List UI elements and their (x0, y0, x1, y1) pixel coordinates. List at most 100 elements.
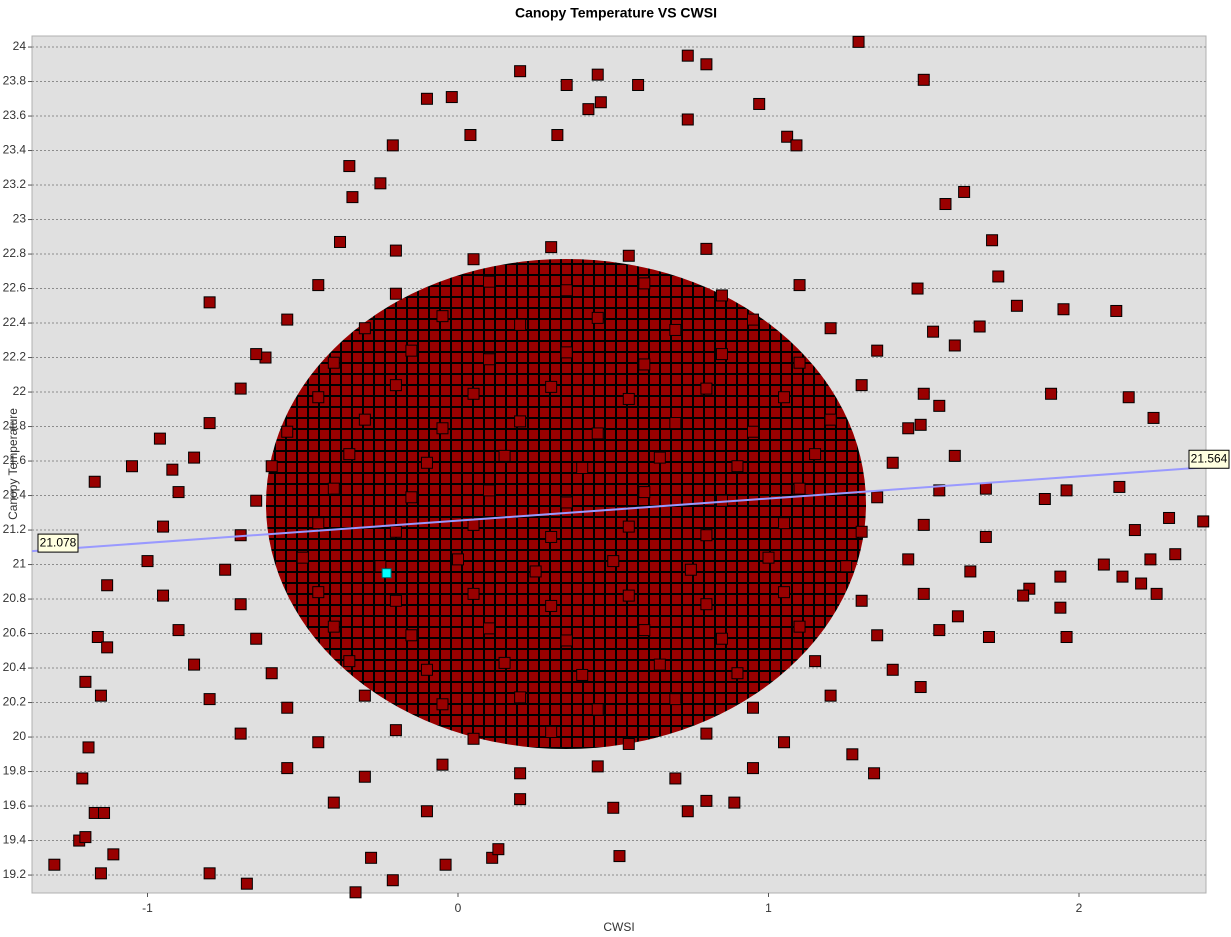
point (1023, 582, 1036, 595)
y-tick-label: 23.4 (3, 143, 27, 157)
point (467, 387, 480, 400)
point (358, 770, 371, 783)
point (638, 486, 651, 499)
point (886, 456, 899, 469)
point (846, 748, 859, 761)
point (405, 491, 418, 504)
point (486, 851, 499, 864)
point (265, 667, 278, 680)
y-tick-label: 19.8 (3, 764, 27, 778)
point (886, 663, 899, 676)
point (1197, 515, 1210, 528)
point (483, 484, 496, 497)
point (296, 551, 309, 564)
point (669, 772, 682, 785)
y-tick-label: 21 (13, 557, 27, 571)
point (312, 586, 325, 599)
point (405, 629, 418, 642)
point (483, 353, 496, 366)
point (1054, 601, 1067, 614)
point (622, 249, 635, 262)
point (327, 482, 340, 495)
point (172, 624, 185, 637)
point (728, 796, 741, 809)
point (902, 553, 915, 566)
point (669, 417, 682, 430)
point (545, 725, 558, 738)
point (467, 587, 480, 600)
point (914, 418, 927, 431)
point (545, 530, 558, 543)
point (715, 348, 728, 361)
point (762, 551, 775, 564)
y-tick-label: 23.6 (3, 108, 27, 122)
point (793, 620, 806, 633)
point (76, 772, 89, 785)
point (852, 35, 865, 48)
point (281, 762, 294, 775)
point (250, 632, 263, 645)
point (234, 727, 247, 740)
point (669, 693, 682, 706)
point (868, 767, 881, 780)
point (1113, 480, 1126, 493)
x-tick-label: 0 (455, 901, 462, 915)
point (951, 610, 964, 623)
point (731, 460, 744, 473)
point (514, 318, 527, 331)
point (312, 391, 325, 404)
point (1144, 553, 1157, 566)
point (514, 415, 527, 428)
point (374, 560, 387, 573)
point (681, 49, 694, 62)
point (591, 311, 604, 324)
point (700, 794, 713, 807)
point (1060, 631, 1073, 644)
point (948, 449, 961, 462)
point (420, 92, 433, 105)
point (94, 689, 107, 702)
point (234, 382, 247, 395)
point (374, 177, 387, 190)
point (464, 129, 477, 142)
point (622, 392, 635, 405)
point (1122, 391, 1135, 404)
point (389, 244, 402, 257)
point (1038, 493, 1051, 506)
y-axis-title: Canopy Temperature (6, 408, 20, 520)
point (1045, 387, 1058, 400)
point (545, 241, 558, 254)
point (281, 701, 294, 714)
point (1128, 524, 1141, 537)
point (591, 427, 604, 440)
x-tick-label: -1 (142, 901, 153, 915)
point (824, 413, 837, 426)
point (327, 620, 340, 633)
point (902, 422, 915, 435)
point (436, 758, 449, 771)
point (358, 689, 371, 702)
point (1010, 299, 1023, 312)
point (172, 486, 185, 499)
y-tick-label: 24 (13, 39, 27, 53)
point (700, 727, 713, 740)
point (715, 289, 728, 302)
y-tick-label: 19.4 (3, 833, 27, 847)
point (483, 622, 496, 635)
point (790, 139, 803, 152)
point (746, 313, 759, 326)
point (927, 325, 940, 338)
point (166, 463, 179, 476)
point (681, 805, 694, 818)
point (420, 663, 433, 676)
point (79, 675, 92, 688)
point (107, 848, 120, 861)
y-tick-label: 20.2 (3, 695, 27, 709)
point (203, 693, 216, 706)
point (1169, 548, 1182, 561)
point (622, 589, 635, 602)
point (613, 850, 626, 863)
point (871, 629, 884, 642)
point (1110, 304, 1123, 317)
